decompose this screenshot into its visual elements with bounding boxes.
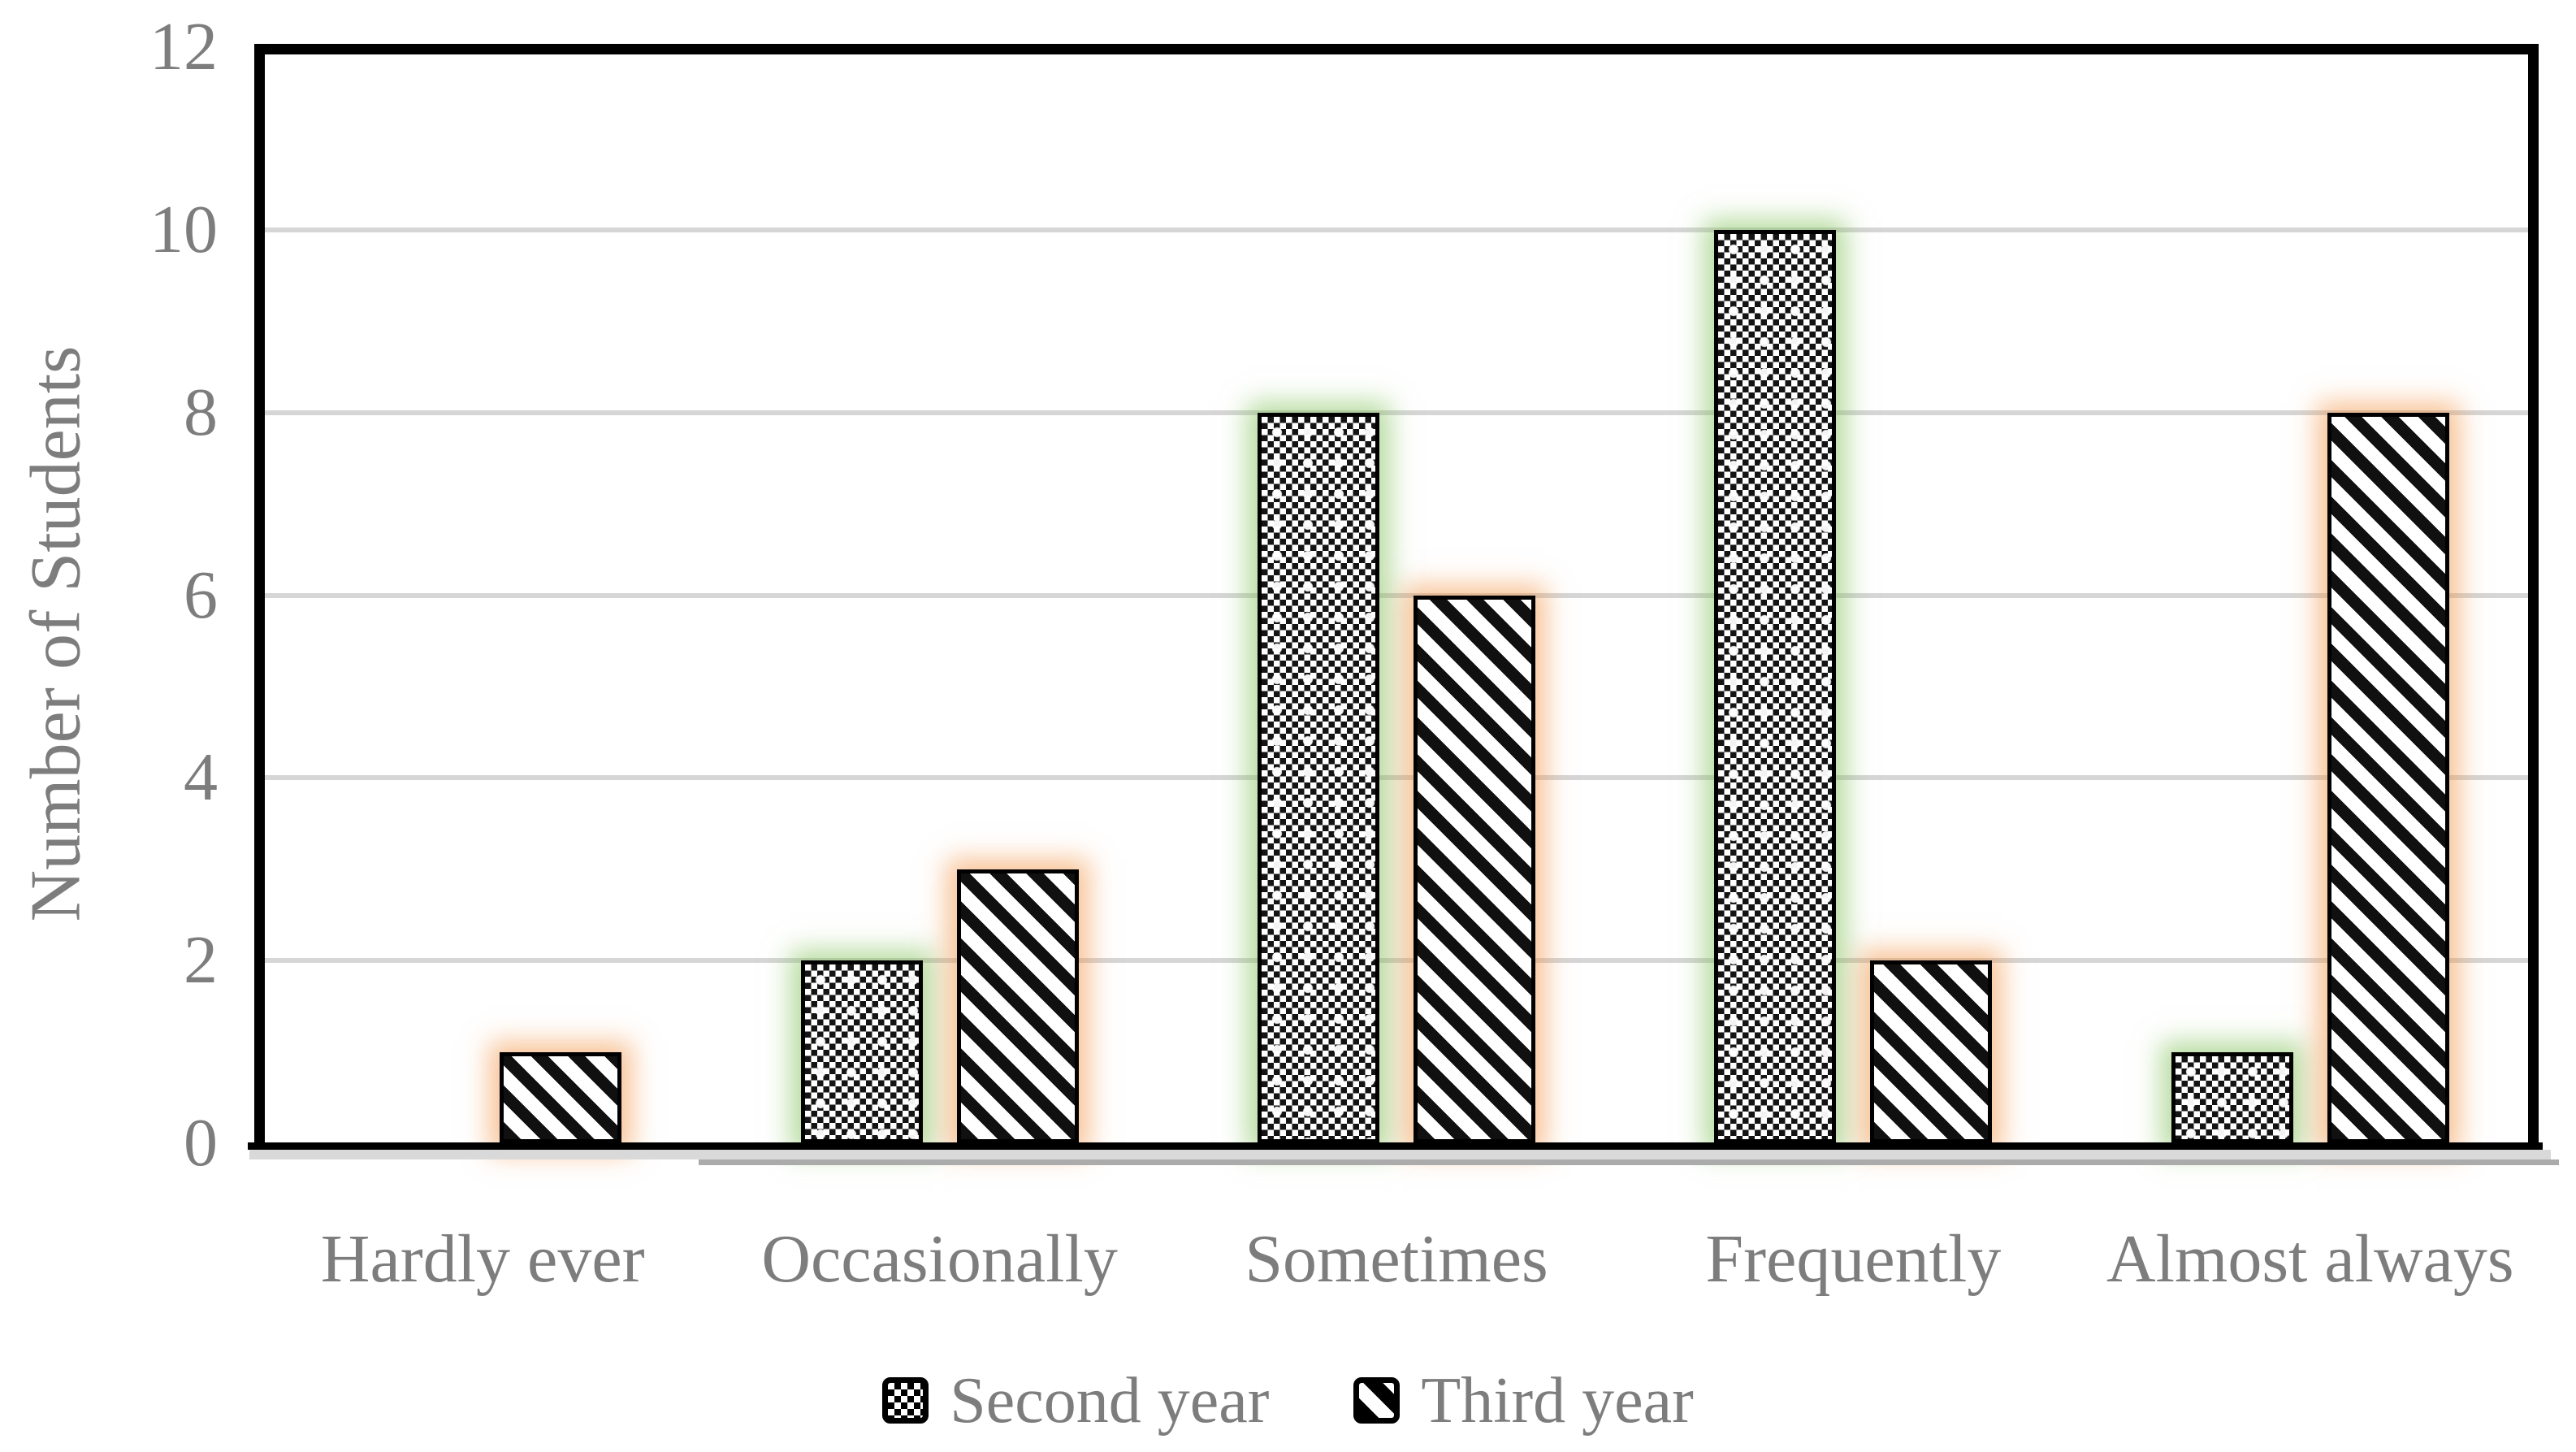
gridline-y2 [265, 958, 2528, 964]
legend-label: Second year [950, 1364, 1270, 1437]
x-axis-shadow-offset [699, 1159, 2559, 1165]
bar-second-year-frequently [1714, 230, 1837, 1143]
bar-second-year-occasionally [800, 960, 923, 1143]
bar-second-year-sometimes [1258, 412, 1379, 1143]
legend-swatch-checker-icon [882, 1377, 929, 1424]
bar-third-year-almost-always [2327, 412, 2449, 1143]
x-category-label-sometimes: Sometimes [1245, 1221, 1548, 1297]
y-tick-label-8: 8 [184, 374, 218, 450]
x-category-label-hardly-ever: Hardly ever [320, 1221, 645, 1297]
gridline-y4 [265, 775, 2528, 781]
legend-item-third-year: Third year [1353, 1364, 1694, 1437]
gridline-y10 [265, 228, 2528, 232]
x-category-label-frequently: Frequently [1705, 1221, 2002, 1297]
y-tick-label-10: 10 [149, 192, 218, 267]
plot-area [254, 44, 2539, 1143]
legend-item-second-year: Second year [882, 1368, 1269, 1433]
y-tick-label-12: 12 [149, 9, 218, 85]
bar-third-year-frequently [1870, 960, 1993, 1143]
x-axis-line [248, 1142, 2543, 1150]
x-axis-shadow [249, 1150, 2551, 1159]
legend: Second year Third year [0, 1349, 2576, 1452]
y-tick-label-6: 6 [184, 557, 218, 633]
bar-second-year-almost-always [2171, 1051, 2293, 1143]
y-tick-label-0: 0 [184, 1105, 218, 1181]
x-category-label-almost-always: Almost always [2106, 1221, 2514, 1297]
gridline-y8 [265, 410, 2528, 415]
legend-label: Third year [1421, 1364, 1694, 1437]
x-category-label-occasionally: Occasionally [761, 1221, 1118, 1297]
bar-third-year-hardly-ever [500, 1051, 622, 1143]
gridline-y6 [265, 592, 2528, 598]
bar-third-year-occasionally [956, 869, 1079, 1143]
y-tick-label-2: 2 [184, 922, 218, 999]
bar-third-year-sometimes [1414, 595, 1535, 1143]
y-tick-label-4: 4 [184, 739, 218, 816]
legend-swatch-stripe-icon [1353, 1377, 1401, 1424]
